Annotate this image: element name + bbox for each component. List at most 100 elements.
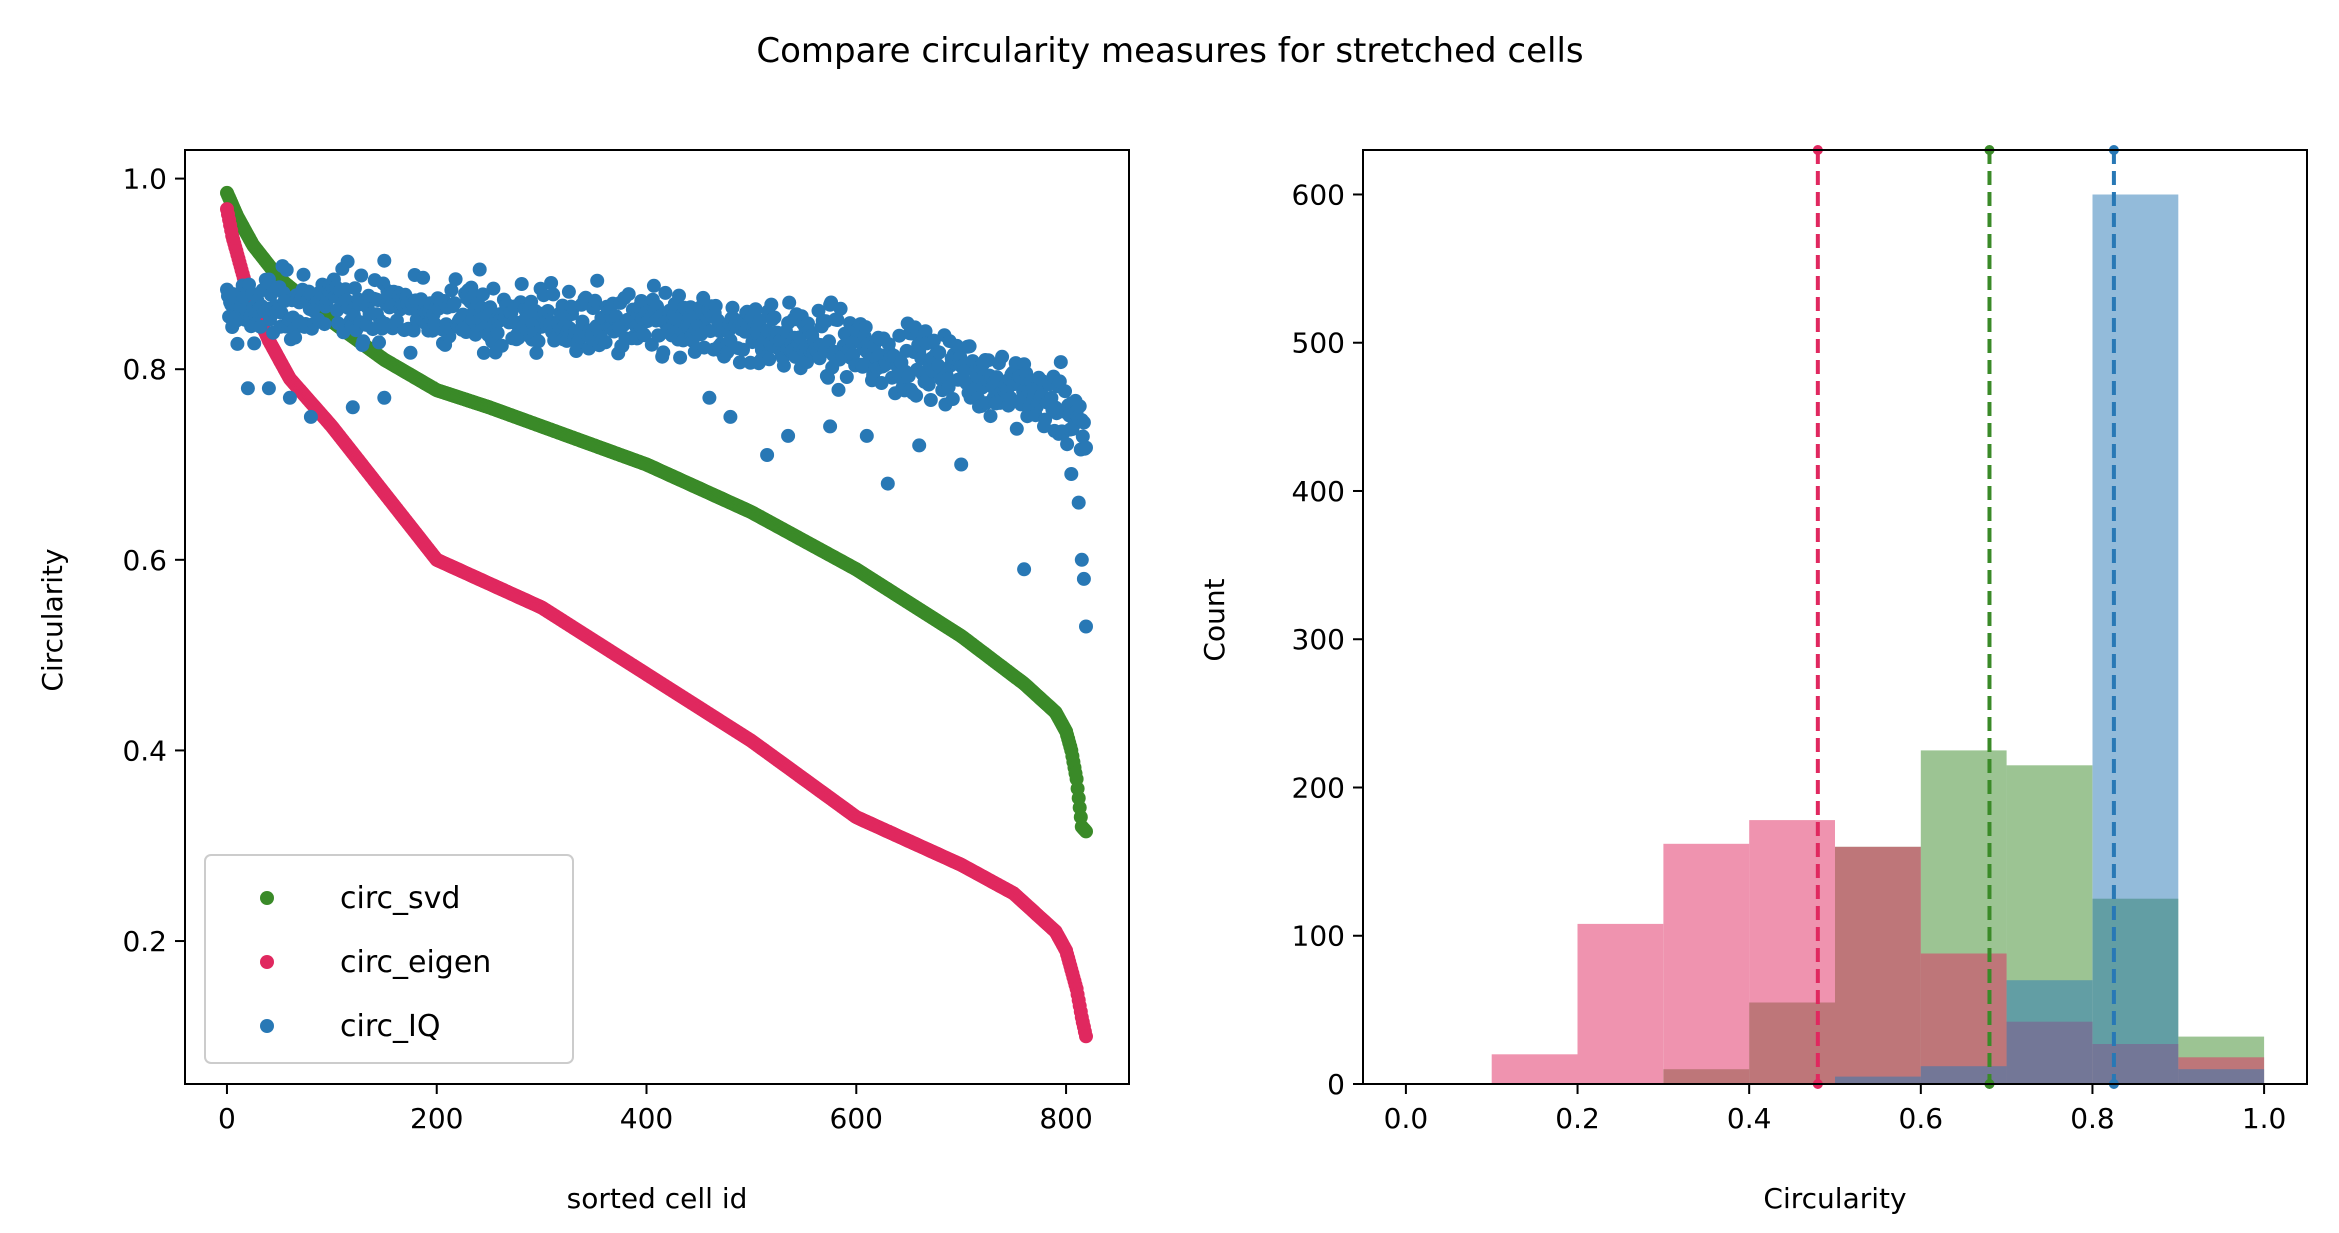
histogram-bar	[1663, 843, 1750, 1084]
scatter-point	[1064, 467, 1079, 481]
figure-title: Compare circularity measures for stretch…	[756, 31, 1583, 71]
scatter-point	[748, 302, 763, 317]
scatter-point	[646, 278, 661, 293]
scatter-point	[1058, 384, 1072, 399]
scatter-point	[926, 333, 941, 348]
scatter-point	[918, 324, 933, 339]
scatter-point	[673, 350, 688, 365]
histogram-y-ticks: 0 100 200 300 400 500 600	[1292, 178, 1363, 1101]
scatter-point	[858, 320, 873, 335]
scatter-point	[372, 335, 386, 350]
legend-label-circ-iq: circ_IQ	[340, 1009, 440, 1044]
scatter-point	[345, 400, 360, 415]
scatter-point	[782, 295, 797, 310]
scatter-point	[377, 390, 392, 405]
scatter-points	[220, 185, 1093, 1044]
y-tick-label: 400	[1292, 475, 1345, 508]
scatter-point	[544, 276, 559, 290]
scatter-point	[658, 285, 673, 300]
scatter-point	[1074, 552, 1089, 567]
scatter-point	[732, 355, 747, 370]
scatter-point	[475, 287, 490, 302]
scatter-point	[476, 345, 491, 360]
scatter-point	[1075, 429, 1090, 444]
scatter-point	[762, 352, 777, 367]
scatter-point	[240, 381, 255, 396]
scatter-point	[598, 335, 613, 350]
scatter-point	[514, 277, 529, 291]
x-tick-label: 0.2	[1555, 1102, 1600, 1135]
scatter-point	[403, 345, 418, 360]
histogram-bar	[2006, 980, 2093, 1084]
x-tick-label: 400	[620, 1102, 673, 1135]
scatter-point	[406, 323, 421, 338]
scatter-point	[621, 287, 636, 302]
y-tick-label: 300	[1292, 623, 1345, 656]
scatter-point	[672, 288, 686, 303]
scatter-point	[303, 409, 318, 424]
scatter-point	[781, 428, 796, 443]
scatter-point	[1060, 437, 1075, 452]
scatter-point	[377, 253, 392, 268]
scatter-point	[546, 287, 561, 302]
scatter-point	[590, 273, 605, 288]
scatter-point	[288, 330, 303, 345]
y-tick-label: 500	[1292, 327, 1345, 360]
x-tick-label: 0	[218, 1102, 236, 1135]
histogram-bar	[2178, 1069, 2265, 1084]
legend-label-circ-svd: circ_svd	[340, 881, 460, 916]
median-line-circ-eigen	[1812, 145, 1823, 1089]
scatter-point	[822, 334, 836, 349]
y-tick-label: 0.4	[122, 734, 167, 767]
x-tick-label: 0.8	[2070, 1102, 2115, 1135]
scatter-point	[354, 268, 369, 283]
scatter-point	[1003, 391, 1018, 405]
scatter-point	[1017, 562, 1032, 577]
scatter-legend: circ_svd circ_eigen circ_IQ	[204, 854, 574, 1064]
legend-frame	[204, 854, 574, 1064]
scatter-x-ticks: 0 200 400 600 800	[218, 1084, 1093, 1135]
scatter-point	[983, 409, 998, 424]
x-tick-label: 0.0	[1384, 1102, 1429, 1135]
legend-label-circ-eigen: circ_eigen	[340, 945, 491, 980]
scatter-point	[702, 390, 717, 405]
scatter-point	[490, 326, 505, 340]
scatter-point	[962, 339, 977, 354]
y-tick-label: 1.0	[122, 163, 167, 196]
scatter-y-ticks: 0.2 0.4 0.6 0.8 1.0	[122, 163, 185, 958]
scatter-point	[416, 270, 431, 285]
series-circ-eigen	[220, 202, 1093, 1044]
scatter-point	[932, 345, 947, 360]
y-tick-label: 0.6	[122, 544, 167, 577]
x-tick-label: 600	[830, 1102, 883, 1135]
scatter-point	[981, 353, 996, 368]
scatter-point	[831, 382, 846, 397]
scatter-point	[247, 336, 262, 351]
scatter-point	[874, 376, 889, 390]
scatter-point	[725, 300, 740, 315]
scatter-point	[839, 370, 854, 384]
scatter-point	[736, 342, 750, 357]
scatter-point	[1071, 495, 1086, 510]
scatter-point	[1079, 1029, 1093, 1044]
scatter-point	[1038, 412, 1053, 427]
scatter-point	[912, 438, 927, 453]
scatter-point	[1079, 824, 1093, 839]
scatter-point	[447, 296, 462, 311]
scatter-point	[282, 390, 297, 405]
histogram-bar	[1835, 846, 1921, 1084]
histogram-y-axis-label: Count	[1198, 578, 1231, 661]
scatter-point	[945, 392, 960, 406]
scatter-point	[486, 281, 501, 296]
scatter-point	[859, 428, 874, 443]
histogram-bar	[1920, 1066, 2007, 1084]
scatter-point	[340, 254, 355, 269]
scatter-point	[1009, 421, 1024, 436]
legend-marker-circ-iq	[260, 1019, 274, 1033]
histogram-bar	[2092, 194, 2179, 1084]
scatter-point	[950, 338, 964, 353]
scatter-point	[494, 338, 509, 353]
scatter-point	[995, 349, 1010, 364]
scatter-point	[767, 310, 782, 325]
histogram-plot-frame-border	[1362, 149, 2308, 1085]
